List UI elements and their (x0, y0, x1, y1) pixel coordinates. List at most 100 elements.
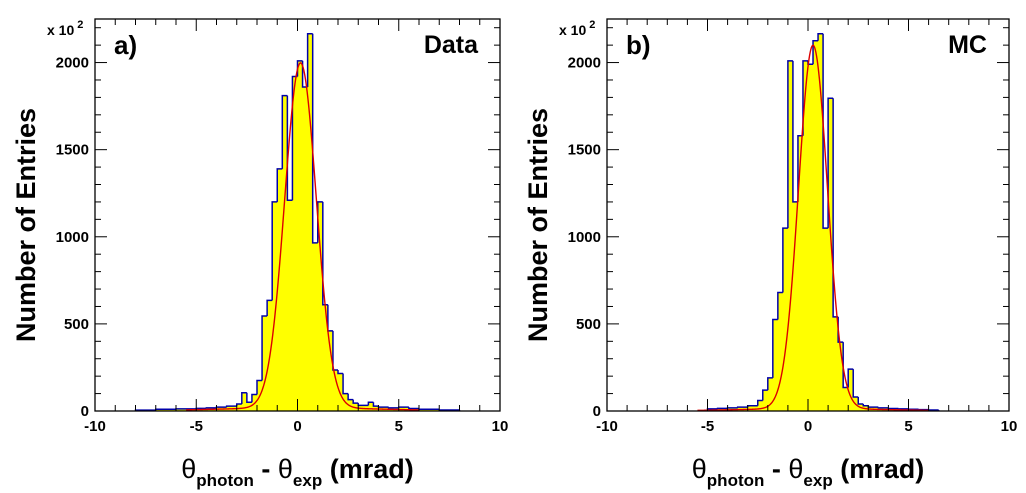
histogram-bin (767, 377, 773, 391)
histogram-bin (225, 405, 237, 408)
histogram-bin (398, 406, 409, 408)
histogram-bin (367, 401, 374, 406)
x-label-sub-photon: photon (196, 471, 254, 490)
histogram-bin (266, 299, 273, 317)
x-tick-label: 5 (395, 418, 403, 435)
y-axis-label: Number of Entries (523, 108, 553, 342)
x-ticks: -10 -5 0 5 10 (84, 19, 508, 435)
y-tick-label: 0 (593, 403, 601, 420)
panel-label: a) (114, 30, 137, 60)
histogram-bin (777, 291, 783, 320)
x-label-theta: θ (181, 454, 196, 484)
histogram-bin (281, 94, 288, 169)
histogram-bin (306, 33, 313, 87)
histogram-bin (317, 201, 323, 243)
histogram-bin (246, 392, 252, 404)
y-multiplier-base: x 10 (47, 22, 74, 38)
histogram-bin (857, 397, 864, 405)
x-label-sub-photon: photon (707, 471, 765, 490)
histogram-bin (241, 391, 247, 405)
histogram-bin (387, 407, 399, 409)
x-label-sub-exp: exp (803, 471, 832, 490)
histogram-bin (802, 60, 808, 136)
y-tick-label: 1500 (56, 142, 89, 159)
x-tick-label: 0 (804, 418, 812, 435)
panel-label: b) (626, 30, 651, 60)
x-tick-label: 10 (492, 418, 509, 435)
histogram-bin (736, 406, 748, 408)
x-tick-label: -10 (596, 418, 618, 435)
histogram-bin (817, 33, 824, 41)
histogram-bin (286, 95, 293, 201)
y-tick-label: 2000 (56, 55, 89, 72)
x-label-sub-exp: exp (293, 471, 322, 490)
x-tick-label: -5 (701, 418, 714, 435)
histogram-bin (862, 404, 869, 407)
x-axis-label: θphoton - θexp (mrad) (181, 454, 413, 490)
histogram-bin (342, 373, 349, 395)
y-ticks: 0 500 1000 1500 2000 (568, 27, 1009, 420)
histogram-bin (418, 408, 440, 411)
histogram-bin (311, 33, 318, 244)
histogram-bin (276, 168, 283, 202)
histogram-bin (352, 399, 359, 404)
y-multiplier: x 10 2 (559, 19, 595, 38)
x-ticks: -10 -5 0 5 10 (596, 19, 1017, 435)
histogram-bin (438, 409, 460, 411)
panel-mc: -10 -5 0 5 10 0 500 1000 1500 2000 x 10 2 b) MC Number… (523, 18, 1017, 490)
histogram-bin (332, 330, 338, 371)
x-tick-label: 10 (1001, 418, 1018, 435)
y-ticks: 0 500 1000 1500 2000 (56, 27, 500, 420)
histogram-bin (847, 368, 854, 388)
x-tick-label: 0 (293, 418, 301, 435)
histogram-bin (877, 407, 889, 409)
histogram-bin (271, 201, 278, 301)
histogram-bin (716, 407, 728, 410)
x-label-dash: - (764, 454, 788, 484)
x-tick-label: 5 (904, 418, 912, 435)
histogram-bin (357, 403, 369, 407)
histogram-bin (792, 60, 798, 203)
sample-label: Data (424, 31, 479, 59)
y-tick-label: 1500 (568, 142, 601, 159)
histogram-bin (827, 97, 834, 229)
histogram-bin (797, 134, 803, 202)
histogram-bin (867, 405, 879, 408)
histogram-bin (782, 227, 788, 293)
histogram-bin (377, 406, 389, 408)
histogram-bin (726, 407, 738, 409)
x-axis-label: θphoton - θexp (mrad) (692, 454, 924, 490)
y-tick-label: 500 (64, 316, 89, 333)
y-multiplier-base: x 10 (559, 22, 586, 38)
histogram-bin (762, 389, 768, 401)
y-tick-label: 500 (576, 316, 601, 333)
histogram-bin (155, 408, 176, 411)
x-label-theta: θ (692, 454, 707, 484)
x-label-unit: (mrad) (322, 454, 414, 484)
x-label-theta2: θ (278, 454, 293, 484)
x-label-unit: (mrad) (833, 454, 925, 484)
x-tick-label: -5 (190, 418, 203, 435)
histogram-bin (347, 393, 354, 401)
y-tick-label: 1000 (568, 229, 601, 246)
histogram-bin (322, 201, 328, 306)
histogram-bin (822, 33, 829, 229)
histogram-bins (134, 33, 461, 411)
histogram-bin (787, 60, 793, 229)
fit-curve (697, 44, 929, 412)
y-tick-label: 2000 (568, 55, 601, 72)
histogram-bin (205, 407, 217, 409)
y-tick-label: 1000 (56, 229, 89, 246)
histogram-bin (256, 379, 263, 395)
y-axis-label: Number of Entries (11, 108, 41, 342)
y-tick-label: 0 (81, 403, 89, 420)
histogram-bin (215, 406, 227, 408)
x-label-dash: - (254, 454, 278, 484)
sample-label: MC (948, 31, 987, 59)
x-label-theta2: θ (788, 454, 803, 484)
histogram-bin (842, 342, 849, 389)
histogram-bin (251, 393, 257, 403)
histogram-fill (135, 33, 460, 411)
histogram-bin (327, 304, 333, 332)
